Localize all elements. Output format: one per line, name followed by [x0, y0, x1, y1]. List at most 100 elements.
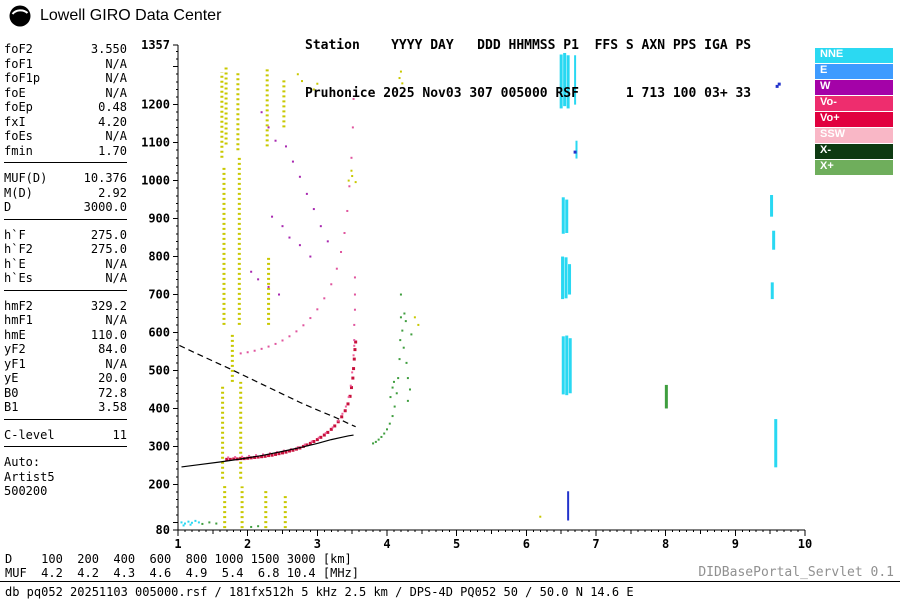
- param-label: h`F2: [4, 242, 33, 256]
- param-value: N/A: [105, 85, 127, 100]
- echo-point: [248, 454, 251, 457]
- param-value: N/A: [105, 313, 127, 327]
- rfi-bands: [220, 52, 778, 529]
- echo-point: [270, 453, 274, 457]
- param-foes: foEs N/A: [4, 129, 127, 144]
- param-value: 275.0: [90, 242, 127, 256]
- echo-point: [348, 394, 352, 398]
- param-fmin: fmin 1.70: [4, 144, 127, 159]
- echo-point: [302, 324, 305, 327]
- echo-point: [335, 267, 338, 270]
- echo-point: [288, 236, 291, 239]
- parameter-group: foF2 3.550 foF1 N/A foF1p N/A foE N/A foEp 0.48 fx…: [4, 42, 127, 163]
- rfi-band: [774, 419, 778, 468]
- param-value: 72.8: [98, 385, 127, 400]
- echo-point: [274, 139, 277, 142]
- echo-point: [312, 440, 316, 444]
- x-axis-label: 6: [523, 537, 530, 551]
- param-label: foEp: [4, 100, 33, 114]
- param-label: foEs: [4, 129, 33, 143]
- legend-item-vo: Vo+: [815, 112, 893, 127]
- echo-point: [284, 450, 288, 454]
- echo-point: [296, 73, 299, 76]
- param-fxi: fxI 4.20: [4, 115, 127, 130]
- param-label: yE: [4, 371, 19, 385]
- echo-point: [351, 371, 354, 374]
- echo-point: [343, 231, 346, 234]
- echo-point: [261, 453, 264, 456]
- echo-point: [303, 443, 306, 446]
- echo-point: [225, 457, 229, 461]
- param-value: 4.20: [98, 114, 127, 129]
- param-artist5: Artist5: [4, 470, 127, 485]
- x-axis-label: 8: [662, 537, 669, 551]
- param-value: N/A: [105, 129, 127, 143]
- header-column-names: Station YYYY DAY DDD HHMMSS P1 FFS S AXN…: [305, 38, 752, 53]
- rfi-band: [770, 195, 774, 217]
- echo-point: [319, 435, 323, 439]
- echo-point: [372, 442, 375, 445]
- param-label: foE: [4, 85, 26, 100]
- echo-point: [391, 386, 394, 389]
- param-label: D: [4, 200, 12, 214]
- echo-point: [344, 405, 347, 408]
- echo-point: [403, 312, 406, 315]
- y-axis-label: 200: [148, 477, 170, 491]
- echo-point: [253, 455, 257, 459]
- x-axis-label: 10: [798, 537, 812, 551]
- db-status-line: db pq052 20251103 005000.rsf / 181fx512h…: [0, 581, 900, 599]
- series-es-scatter-green: [201, 521, 260, 528]
- echo-point: [201, 522, 204, 525]
- echo-point: [336, 420, 340, 424]
- param-yf2: yF2 84.0: [4, 342, 127, 357]
- rfi-band: [565, 199, 569, 233]
- echo-point: [234, 456, 237, 459]
- echo-point: [402, 346, 405, 349]
- param-d: D 3000.0: [4, 200, 127, 215]
- echo-point: [340, 250, 343, 253]
- rfi-band: [563, 52, 567, 107]
- param-label: B1: [4, 400, 19, 414]
- param-foe: foE N/A: [4, 86, 127, 101]
- rfi-band: [559, 54, 563, 109]
- echo-point: [267, 345, 270, 348]
- param-foep: foEp 0.48: [4, 100, 127, 115]
- series-vo-plus-f-trace: [225, 340, 358, 461]
- echo-point: [349, 386, 353, 390]
- param-label: C-level: [4, 427, 55, 442]
- echo-point: [347, 179, 350, 182]
- param-ye: yE 20.0: [4, 371, 127, 386]
- param-value: 3.550: [90, 42, 127, 56]
- param-label: foF1p: [4, 71, 41, 85]
- echo-point: [353, 276, 356, 279]
- legend-item-x: X-: [815, 144, 893, 159]
- y-axis-label: 800: [148, 250, 170, 264]
- param-value: 84.0: [98, 342, 127, 356]
- param-value: 329.2: [90, 298, 127, 313]
- echo-point: [284, 145, 287, 148]
- echo-point: [399, 339, 402, 342]
- echo-point: [305, 443, 309, 447]
- param-yf1: yF1 N/A: [4, 357, 127, 372]
- parameter-group: MUF(D) 10.376 M(D) 2.92 D 3000.0: [4, 163, 127, 220]
- echo-point: [246, 351, 249, 354]
- rfi-band: [567, 491, 570, 521]
- echo-point: [294, 447, 298, 451]
- parameter-group: C-level 11: [4, 420, 127, 447]
- echo-point: [399, 70, 402, 73]
- echo-point: [350, 156, 353, 159]
- y-axis-label: 700: [148, 288, 170, 302]
- echo-point: [295, 330, 298, 333]
- direction-legend: NNE E W Vo- Vo+ SSW X- X+: [815, 48, 893, 175]
- echo-point: [350, 169, 353, 172]
- param-value: 3000.0: [83, 200, 127, 214]
- echo-point: [399, 293, 402, 296]
- rfi-band: [561, 336, 565, 395]
- echo-point: [308, 441, 312, 445]
- echo-point: [386, 428, 388, 431]
- echo-point: [215, 522, 218, 525]
- echo-point: [353, 293, 356, 296]
- echo-point: [392, 380, 395, 383]
- series-w-oblique-scatter: [250, 111, 329, 296]
- param-label: M(D): [4, 185, 33, 200]
